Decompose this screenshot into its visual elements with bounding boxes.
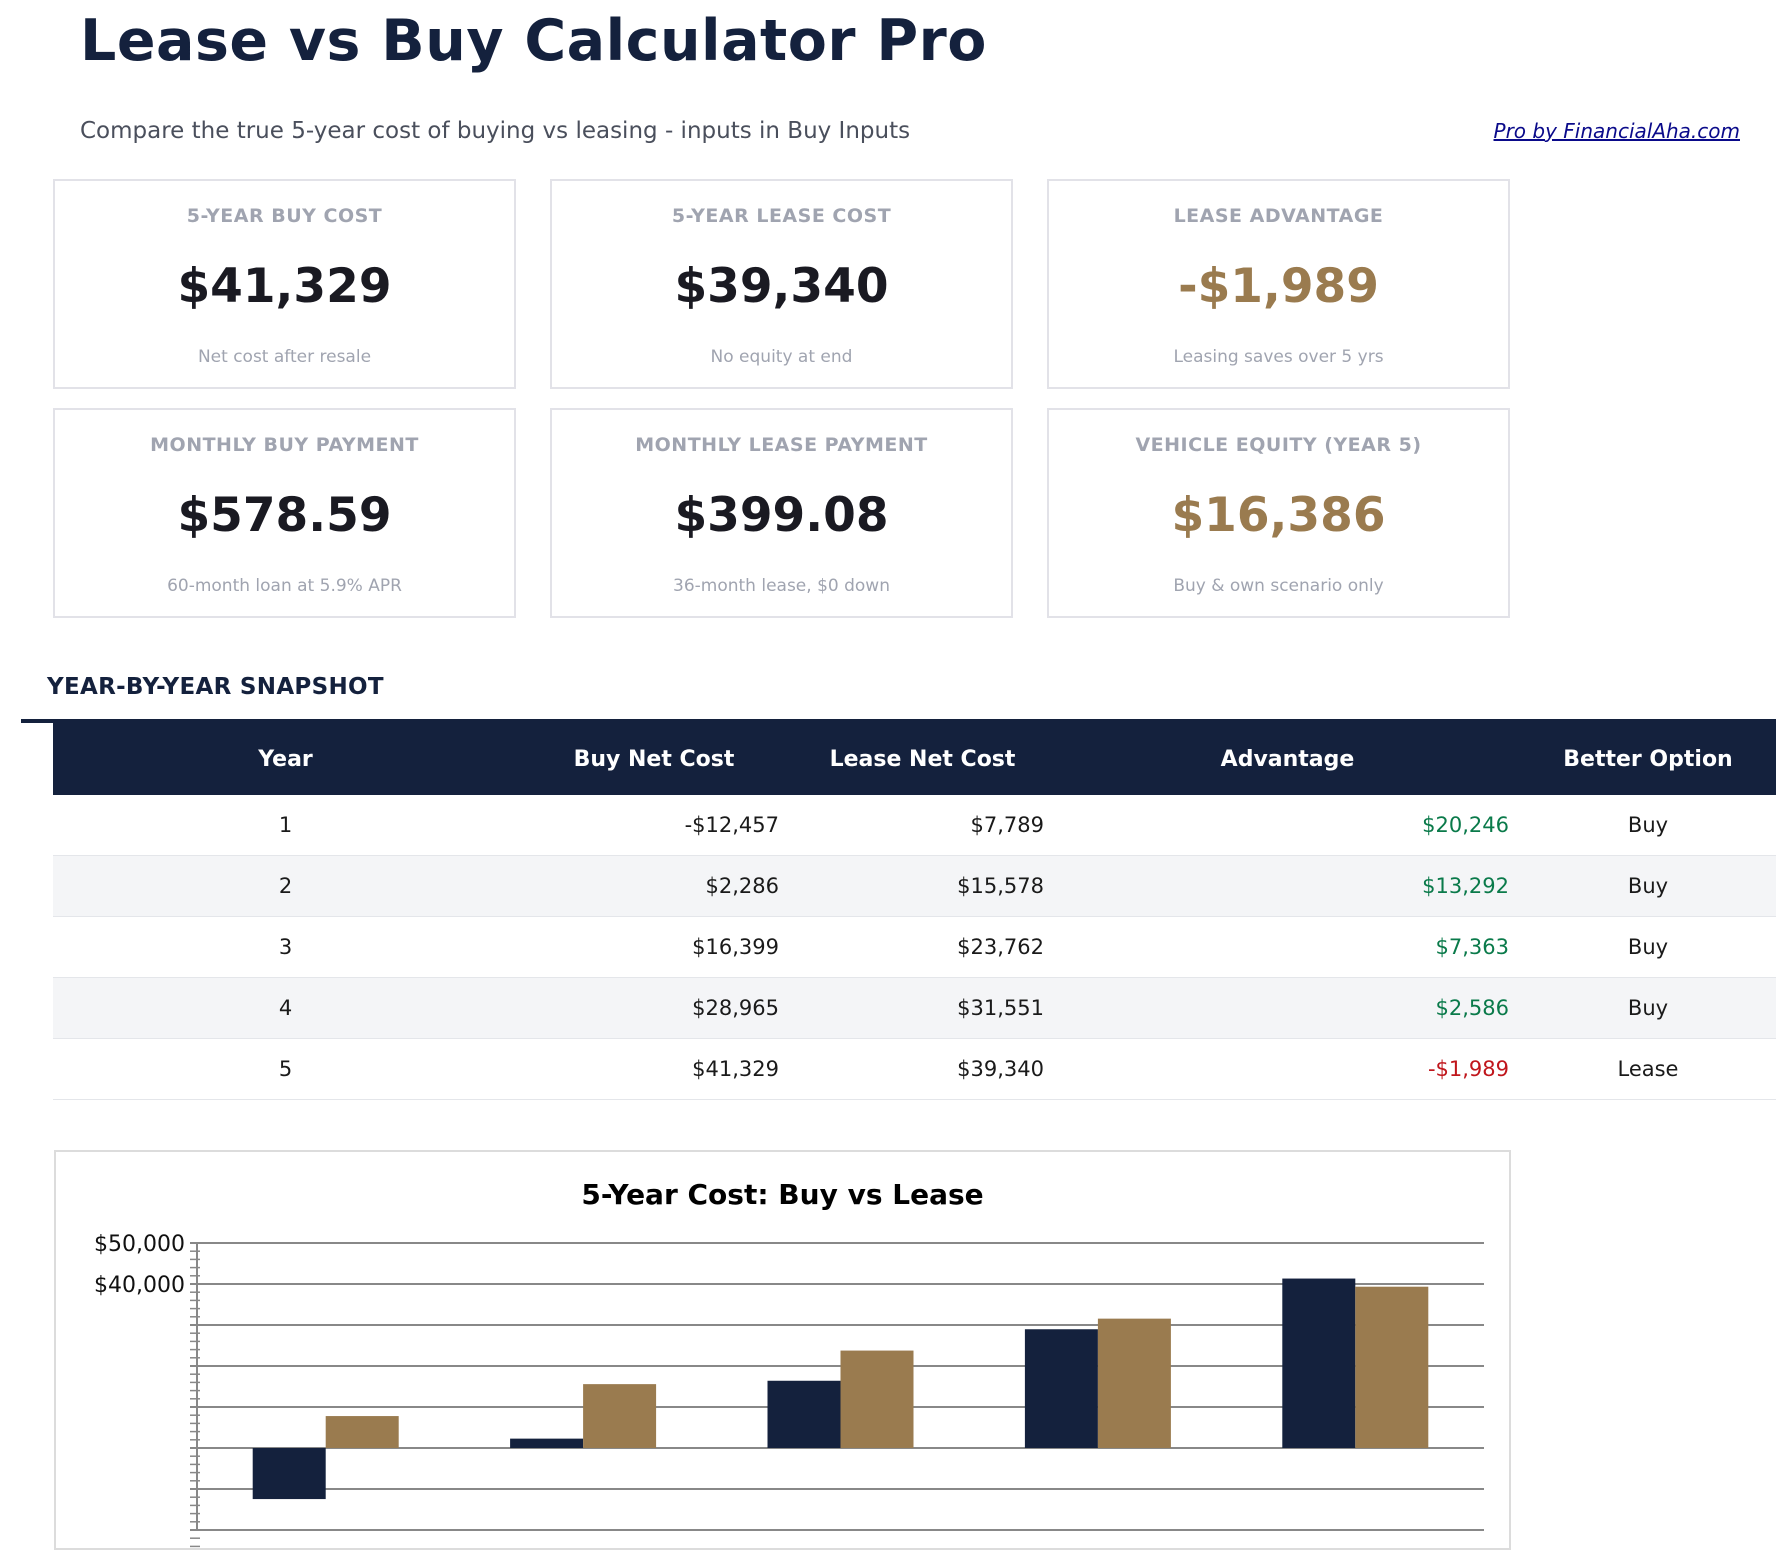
bar-series-2-year-4 — [1097, 1318, 1171, 1448]
monthly-lease-payment-card: MONTHLY LEASE PAYMENT $399.08 36-month l… — [550, 408, 1013, 618]
table-row: 1 -$12,457 $7,789 $20,246 Buy — [53, 795, 1776, 856]
better-option-cell: Buy — [1520, 795, 1776, 856]
card-value: $16,386 — [1171, 488, 1386, 543]
year-cell: 5 — [53, 1038, 518, 1100]
lease-net-cost-cell: $39,340 — [790, 1038, 1055, 1100]
vehicle-equity-card: VEHICLE EQUITY (YEAR 5) $16,386 Buy & ow… — [1047, 408, 1510, 618]
chart-title: 5-Year Cost: Buy vs Lease — [581, 1178, 984, 1211]
card-subtext: 36-month lease, $0 down — [673, 576, 890, 596]
card-value: $39,340 — [674, 259, 889, 314]
bar-series-1-year-2 — [510, 1438, 584, 1448]
advantage-cell: $7,363 — [1055, 916, 1520, 978]
better-option-cell: Lease — [1520, 1038, 1776, 1100]
page-subtitle: Compare the true 5-year cost of buying v… — [80, 118, 911, 144]
advantage-cell: $13,292 — [1055, 855, 1520, 917]
brand-link[interactable]: Pro by FinancialAha.com — [1493, 119, 1740, 143]
buy-net-cost-cell: $16,399 — [518, 916, 790, 978]
monthly-buy-payment-card: MONTHLY BUY PAYMENT $578.59 60-month loa… — [53, 408, 516, 618]
bar-series-1-year-3 — [767, 1380, 841, 1448]
year-cell: 4 — [53, 977, 518, 1039]
card-label: 5-YEAR BUY COST — [186, 205, 383, 227]
year-cell: 1 — [53, 795, 518, 856]
card-label: VEHICLE EQUITY (YEAR 5) — [1135, 434, 1422, 456]
better-option-cell: Buy — [1520, 916, 1776, 978]
year-cell: 2 — [53, 855, 518, 917]
bar-series-2-year-5 — [1355, 1286, 1429, 1448]
buy-net-cost-cell: $2,286 — [518, 855, 790, 917]
card-subtext: No equity at end — [710, 347, 853, 367]
section-divider — [21, 719, 1776, 723]
year-cell: 3 — [53, 916, 518, 978]
card-value: $41,329 — [177, 259, 392, 314]
column-header-lease-net-cost: Lease Net Cost — [790, 723, 1055, 795]
card-value: -$1,989 — [1178, 259, 1379, 314]
table-row: 2 $2,286 $15,578 $13,292 Buy — [53, 855, 1776, 917]
table-row: 3 $16,399 $23,762 $7,363 Buy — [53, 916, 1776, 978]
better-option-cell: Buy — [1520, 977, 1776, 1039]
card-subtext: Buy & own scenario only — [1173, 576, 1384, 596]
cost-chart: 5-Year Cost: Buy vs Lease $50,000 $40,000 — [54, 1150, 1511, 1550]
lease-net-cost-cell: $23,762 — [790, 916, 1055, 978]
advantage-cell: $2,586 — [1055, 977, 1520, 1039]
card-label: LEASE ADVANTAGE — [1173, 205, 1384, 227]
table-header-row: Year Buy Net Cost Lease Net Cost Advanta… — [53, 723, 1776, 795]
y-tick-label: $50,000 — [94, 1232, 185, 1257]
card-subtext: Leasing saves over 5 yrs — [1173, 347, 1384, 367]
table-row: 5 $41,329 $39,340 -$1,989 Lease — [53, 1038, 1776, 1100]
buy-net-cost-cell: $41,329 — [518, 1038, 790, 1100]
lease-cost-card: 5-YEAR LEASE COST $39,340 No equity at e… — [550, 179, 1013, 389]
lease-advantage-card: LEASE ADVANTAGE -$1,989 Leasing saves ov… — [1047, 179, 1510, 389]
snapshot-table: Year Buy Net Cost Lease Net Cost Advanta… — [53, 723, 1776, 1100]
card-subtext: Net cost after resale — [197, 347, 372, 367]
bar-series-2-year-2 — [583, 1384, 657, 1448]
chart-plot: $50,000 $40,000 — [94, 1232, 1484, 1548]
card-value: $399.08 — [674, 488, 889, 543]
advantage-cell: $20,246 — [1055, 795, 1520, 856]
buy-cost-card: 5-YEAR BUY COST $41,329 Net cost after r… — [53, 179, 516, 389]
table-row: 4 $28,965 $31,551 $2,586 Buy — [53, 977, 1776, 1039]
lease-net-cost-cell: $15,578 — [790, 855, 1055, 917]
page-title: Lease vs Buy Calculator Pro — [80, 8, 987, 74]
card-label: MONTHLY BUY PAYMENT — [150, 434, 419, 456]
column-header-year: Year — [53, 723, 518, 795]
card-label: 5-YEAR LEASE COST — [671, 205, 892, 227]
lease-net-cost-cell: $31,551 — [790, 977, 1055, 1039]
section-heading: YEAR-BY-YEAR SNAPSHOT — [47, 674, 384, 700]
column-header-better-option: Better Option — [1520, 723, 1776, 795]
card-value: $578.59 — [177, 488, 392, 543]
buy-net-cost-cell: $28,965 — [518, 977, 790, 1039]
column-header-advantage: Advantage — [1055, 723, 1520, 795]
card-label: MONTHLY LEASE PAYMENT — [635, 434, 928, 456]
bar-series-2-year-1 — [325, 1416, 399, 1448]
bar-series-2-year-3 — [840, 1350, 914, 1448]
buy-net-cost-cell: -$12,457 — [518, 795, 790, 856]
better-option-cell: Buy — [1520, 855, 1776, 917]
y-tick-label: $40,000 — [94, 1273, 185, 1298]
card-subtext: 60-month loan at 5.9% APR — [167, 576, 402, 596]
bar-series-1-year-4 — [1024, 1329, 1098, 1448]
lease-net-cost-cell: $7,789 — [790, 795, 1055, 856]
bar-series-1-year-1 — [252, 1448, 326, 1500]
advantage-cell: -$1,989 — [1055, 1038, 1520, 1100]
column-header-buy-net-cost: Buy Net Cost — [518, 723, 790, 795]
bar-series-1-year-5 — [1282, 1278, 1356, 1448]
